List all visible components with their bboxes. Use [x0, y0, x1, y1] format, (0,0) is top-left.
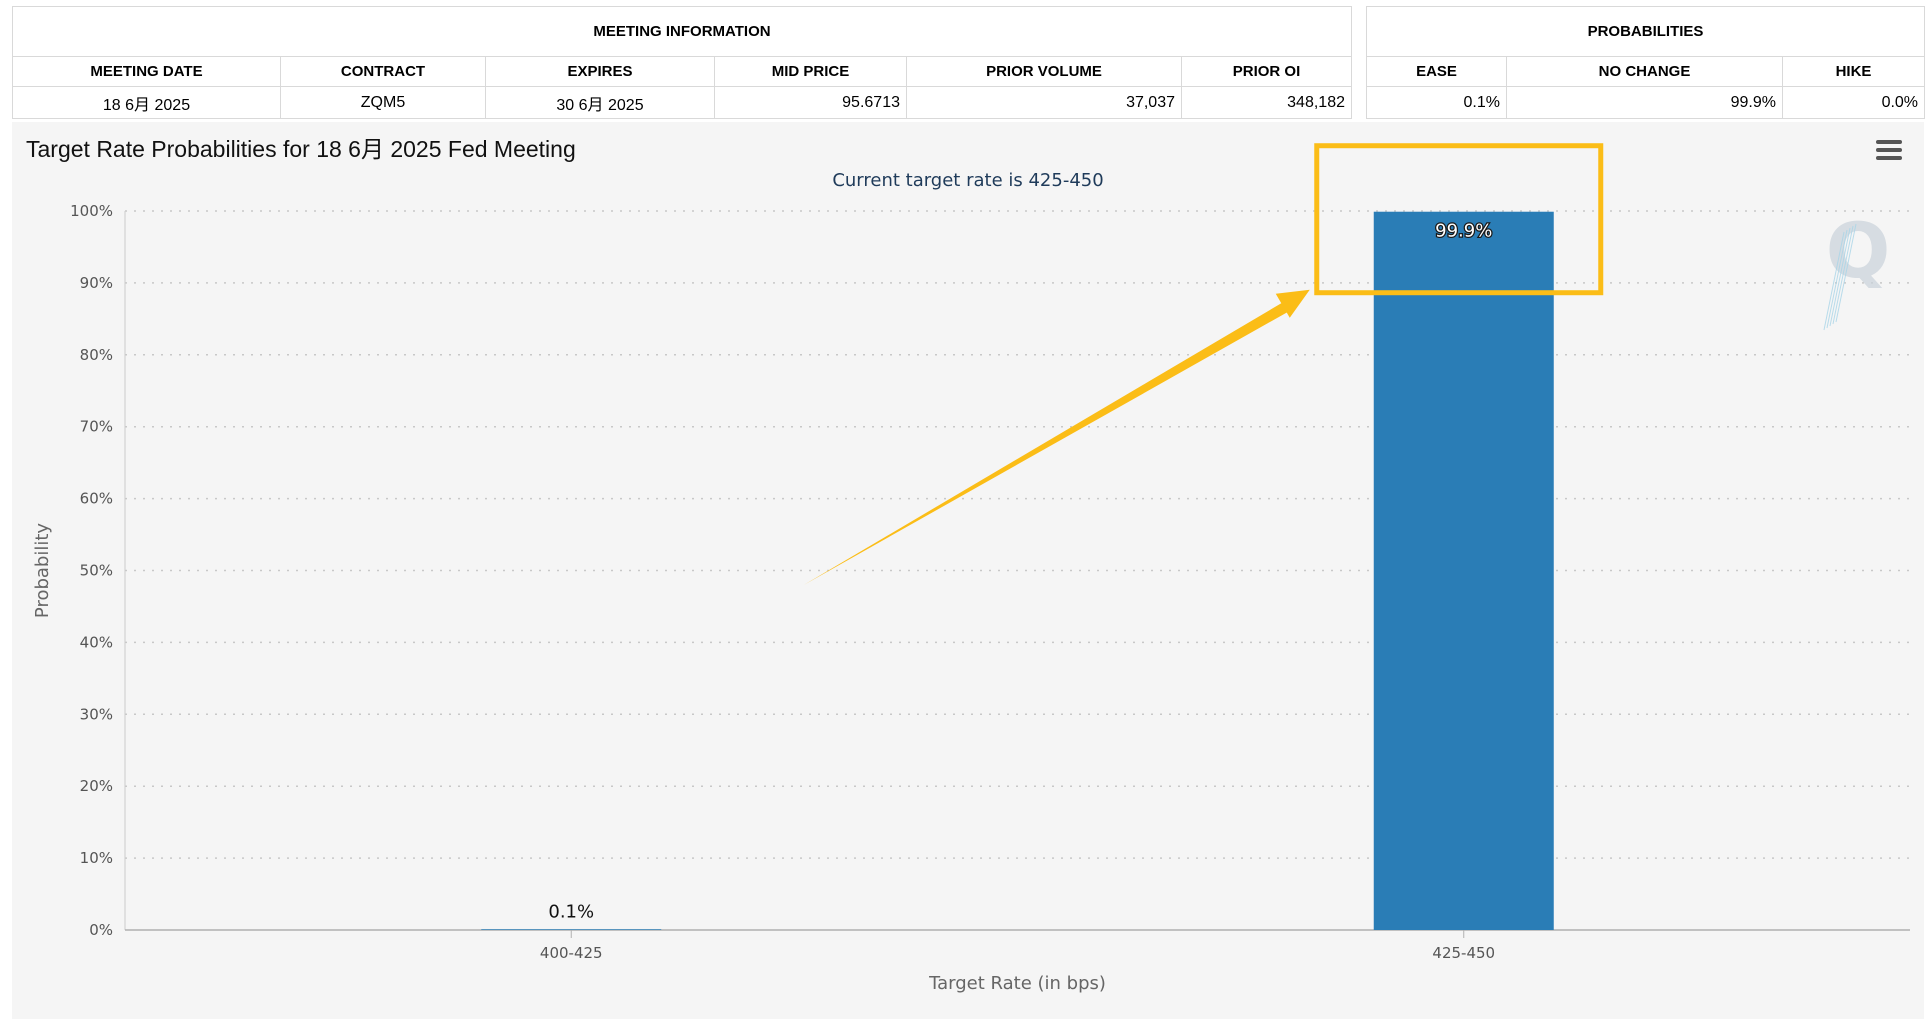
- x-tick-label: 425-450: [1432, 944, 1495, 962]
- y-tick-label: 30%: [80, 705, 113, 723]
- watermark-stroke: [1832, 225, 1854, 325]
- chart-panel: Target Rate Probabilities for 18 6月 2025…: [12, 122, 1924, 1019]
- expires-value: 30 6月 2025: [485, 86, 715, 119]
- ease-value: 0.1%: [1366, 86, 1507, 119]
- col-hike: HIKE: [1781, 56, 1926, 87]
- data-label: 99.9%: [1435, 221, 1492, 242]
- watermark-logo: Q: [1826, 206, 1891, 295]
- watermark-stroke: [1829, 227, 1851, 327]
- bar-400-425: [481, 929, 662, 930]
- meeting-information-header: MEETING INFORMATION: [12, 6, 1352, 57]
- meeting-information-table: MEETING INFORMATION MEETING DATE CONTRAC…: [12, 6, 1352, 119]
- hike-value: 0.0%: [1781, 86, 1926, 119]
- mid-price-value: 95.6713: [714, 86, 907, 119]
- arrow-shaft: [803, 294, 1296, 585]
- y-tick-label: 10%: [80, 849, 113, 867]
- y-tick-label: 40%: [80, 633, 113, 651]
- y-tick-label: 20%: [80, 777, 113, 795]
- bar-425-450: [1373, 211, 1554, 930]
- col-contract: CONTRACT: [280, 56, 486, 87]
- prior-volume-value: 37,037: [906, 86, 1182, 119]
- col-prior-oi: PRIOR OI: [1181, 56, 1352, 87]
- prior-oi-value: 348,182: [1181, 86, 1352, 119]
- y-tick-label: 70%: [80, 418, 113, 436]
- x-tick-label: 400-425: [540, 944, 603, 962]
- x-axis-title: Target Rate (in bps): [928, 973, 1106, 994]
- probabilities-header: PROBABILITIES: [1365, 6, 1926, 57]
- chart-subtitle: Current target rate is 425-450: [832, 170, 1104, 191]
- col-no-change: NO CHANGE: [1506, 56, 1783, 87]
- arrow-head: [1275, 289, 1310, 318]
- col-prior-volume: PRIOR VOLUME: [906, 56, 1182, 87]
- meeting-date-value: 18 6月 2025: [12, 86, 281, 119]
- col-expires: EXPIRES: [485, 56, 715, 87]
- watermark-stroke: [1826, 229, 1848, 329]
- menu-icon[interactable]: [1876, 140, 1902, 162]
- bar-chart: 0% 10% 20% 30% 40% 50% 60% 70% 80% 90% 100% 400-425…: [32, 143, 1910, 994]
- chart-title: Target Rate Probabilities for 18 6月 2025…: [26, 136, 576, 162]
- data-label: 0.1%: [548, 901, 594, 922]
- watermark-stroke: [1835, 223, 1857, 323]
- y-tick-label: 0%: [89, 921, 113, 939]
- col-meeting-date: MEETING DATE: [12, 56, 281, 87]
- probabilities-table: PROBABILITIES EASE NO CHANGE HIKE 0.1% 9…: [1365, 6, 1926, 119]
- no-change-value: 99.9%: [1506, 86, 1783, 119]
- y-axis-title: Probability: [32, 523, 53, 618]
- y-tick-label: 100%: [70, 202, 113, 220]
- y-tick-label: 50%: [80, 562, 113, 580]
- contract-value: ZQM5: [280, 86, 486, 119]
- col-ease: EASE: [1366, 56, 1507, 87]
- table-row: 0.1% 99.9% 0.0%: [1366, 86, 1926, 119]
- y-tick-label: 80%: [80, 346, 113, 364]
- highlight-box: [1314, 143, 1604, 296]
- y-tick-label: 90%: [80, 274, 113, 292]
- table-row: 18 6月 2025 ZQM5 30 6月 2025 95.6713 37,03…: [12, 86, 1352, 119]
- col-mid-price: MID PRICE: [714, 56, 907, 87]
- watermark-stroke: [1823, 231, 1845, 331]
- y-tick-label: 60%: [80, 490, 113, 508]
